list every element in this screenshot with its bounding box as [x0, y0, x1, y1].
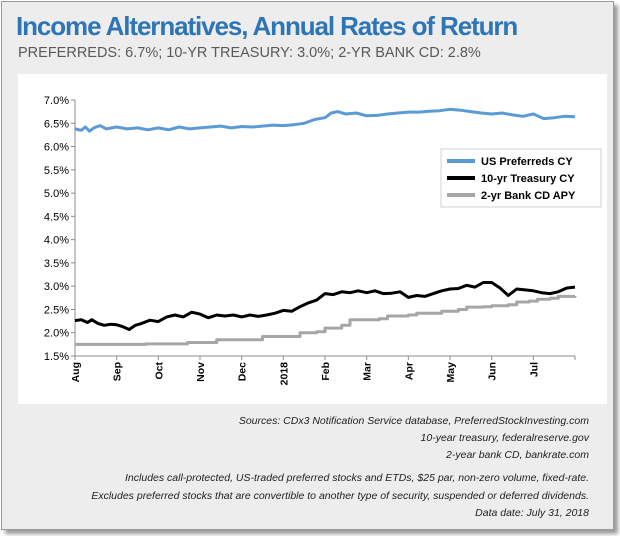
x-tick-label: Dec: [237, 362, 249, 381]
plot-area: 7.0% 6.5% 6.0% 5.5% 5.0% 4.5% 4.0% 3.5% 3.0% 2.5%…: [18, 74, 607, 404]
y-tick-label: 5.5%: [44, 165, 69, 177]
legend-label: US Preferreds CY: [481, 156, 573, 168]
legend-label: 2-yr Bank CD APY: [481, 190, 576, 202]
data-date: Data date: July 31, 2018: [475, 507, 589, 519]
y-tick-label: 7.0%: [44, 95, 69, 107]
y-tick-label: 6.5%: [44, 118, 69, 130]
series-line: [75, 294, 577, 346]
y-tick-label: 3.5%: [44, 258, 69, 270]
sources-block: Sources: CDx3 Notification Service datab…: [29, 413, 589, 464]
chart-title: Income Alternatives, Annual Rates of Ret…: [16, 11, 518, 41]
source-line: Sources: CDx3 Notification Service datab…: [238, 415, 589, 427]
x-tick-label: 2018: [278, 362, 290, 386]
disclaimer-block: Includes call-protected, US-traded prefe…: [29, 470, 589, 523]
x-tick-label: Mar: [362, 362, 374, 381]
series-line: [74, 281, 576, 331]
chart-panel: Income Alternatives, Annual Rates of Ret…: [1, 1, 614, 530]
x-tick-label: Nov: [195, 362, 207, 382]
x-tick-label: Oct: [153, 362, 165, 380]
disclaimer-line: Includes call-protected, US-traded prefe…: [125, 472, 589, 484]
chart-subtitle: PREFERREDS: 6.7%; 10-YR TREASURY: 3.0%; …: [18, 45, 481, 61]
y-tick-label: 1.5%: [44, 351, 69, 363]
source-line: 10-year treasury, federalreserve.gov: [420, 432, 589, 444]
x-tick-label: May: [445, 362, 457, 383]
line-chart: 7.0% 6.5% 6.0% 5.5% 5.0% 4.5% 4.0% 3.5% 3.0% 2.5%…: [44, 95, 602, 386]
y-tick-label: 6.0%: [44, 142, 69, 154]
y-tick-label: 2.5%: [44, 304, 69, 316]
x-tick-label: Aug: [70, 362, 82, 382]
y-tick-label: 3.0%: [44, 281, 69, 293]
source-line: 2-year bank CD, bankrate.com: [446, 449, 589, 461]
x-tick-label: Jul: [528, 362, 540, 377]
legend-label: 10-yr Treasury CY: [481, 173, 575, 185]
y-tick-label: 4.0%: [44, 235, 69, 247]
x-tick-label: Feb: [320, 362, 332, 381]
x-tick-label: Sep: [112, 362, 124, 381]
x-tick-label: Apr: [403, 362, 415, 380]
y-tick-label: 4.5%: [44, 211, 69, 223]
series-line: [74, 107, 576, 133]
x-tick-label: Jun: [487, 362, 499, 381]
y-tick-label: 5.0%: [44, 188, 69, 200]
disclaimer-line: Excludes preferred stocks that are conve…: [91, 489, 589, 502]
y-tick-label: 2.0%: [44, 328, 69, 340]
